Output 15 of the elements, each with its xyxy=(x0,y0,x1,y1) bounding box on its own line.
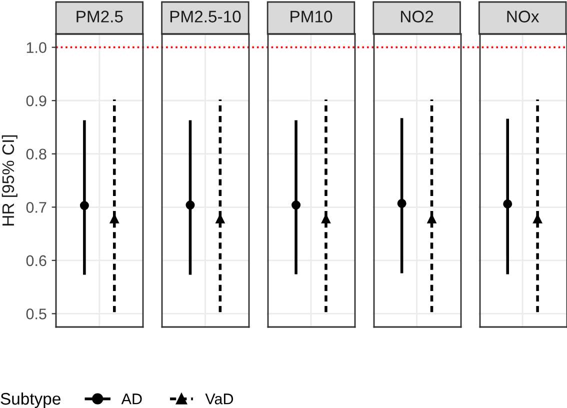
x-tick-label: NO2 xyxy=(401,10,434,22)
y-tick-label: 0.9 xyxy=(26,95,46,106)
y-tick-label: 0.8 xyxy=(26,148,46,160)
y-tick-label: 0.6 xyxy=(26,255,46,266)
legend-title: Subtype xyxy=(0,392,60,408)
legend-label: AD xyxy=(121,394,142,404)
x-tick-label: PM2.5-10 xyxy=(170,10,241,22)
y-tick-label: 1.0 xyxy=(26,42,46,54)
x-tick-label: PM2.5 xyxy=(76,10,123,22)
x-tick-label: NOx xyxy=(507,10,540,22)
y-tick-label: 0.5 xyxy=(26,308,46,320)
y-axis-title: HR [95% CI] xyxy=(2,135,18,226)
legend-label: VaD xyxy=(205,394,234,404)
x-tick-label: PM10 xyxy=(290,10,332,22)
y-tick-label: 0.7 xyxy=(26,202,46,213)
